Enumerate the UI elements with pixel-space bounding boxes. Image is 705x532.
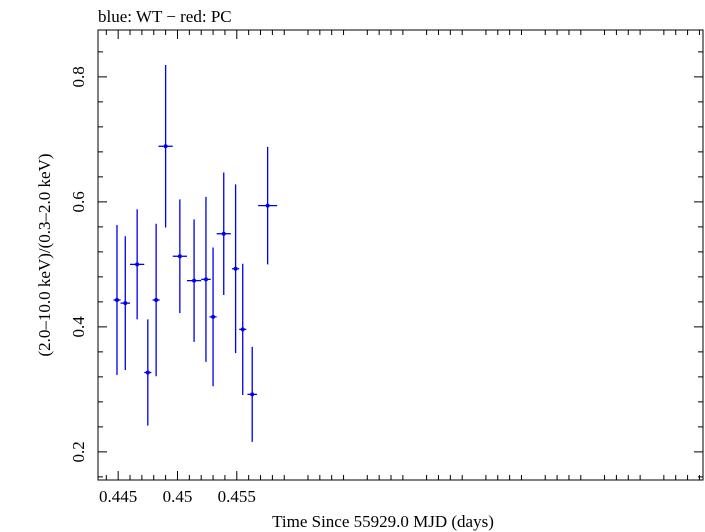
x-tick-label: 0.455: [218, 487, 256, 506]
x-axis-label: Time Since 55929.0 MJD (days): [272, 512, 494, 531]
point-marker: [233, 266, 238, 271]
data-point: [130, 209, 145, 320]
y-tick-label: 0.6: [69, 191, 88, 212]
point-marker: [265, 203, 270, 208]
point-marker: [123, 301, 128, 306]
data-point: [144, 319, 152, 426]
plot-frame: [97, 29, 704, 481]
point-marker: [221, 231, 226, 236]
data-point: [239, 263, 247, 395]
y-tick-label: 0.2: [69, 441, 88, 462]
point-marker: [203, 277, 208, 282]
y-tick-label: 0.8: [69, 66, 88, 87]
point-marker: [135, 262, 140, 267]
x-tick-label: 0.445: [99, 487, 137, 506]
point-marker: [145, 370, 150, 375]
data-point: [152, 223, 160, 377]
y-tick-label: 0.4: [69, 316, 88, 338]
chart-title: blue: WT − red: PC: [98, 7, 232, 26]
point-marker: [114, 298, 119, 302]
data-point: [247, 346, 257, 442]
point-marker: [192, 278, 197, 283]
axis-ticks: 0.445 0.45 0.455 0.2 0.4 0.6 0.8: [69, 30, 703, 506]
data-point: [258, 146, 278, 265]
y-axis-label: (2.0–10.0 keV)/(0.3–2.0 keV): [35, 153, 54, 356]
data-point: [172, 199, 187, 314]
data-point: [209, 247, 217, 387]
point-marker: [211, 314, 216, 319]
data-point: [186, 219, 202, 342]
data-point: [113, 225, 121, 375]
point-marker: [163, 144, 168, 149]
data-point: [158, 65, 173, 228]
data-points: [113, 65, 278, 442]
point-marker: [240, 327, 245, 332]
data-point: [216, 172, 231, 295]
x-tick-label: 0.45: [163, 487, 193, 506]
point-marker: [177, 254, 182, 259]
data-point: [120, 236, 131, 370]
point-marker: [250, 392, 255, 397]
data-point: [232, 184, 240, 354]
point-marker: [154, 298, 159, 302]
data-point: [201, 196, 211, 362]
